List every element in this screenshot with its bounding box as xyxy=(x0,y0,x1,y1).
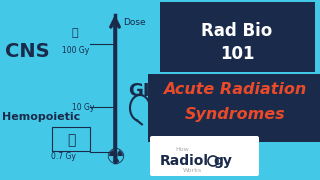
Text: ☢: ☢ xyxy=(105,148,125,168)
Text: Radiol: Radiol xyxy=(160,154,209,168)
Text: CNS: CNS xyxy=(5,42,50,61)
Text: 100 Gy: 100 Gy xyxy=(62,46,89,55)
FancyBboxPatch shape xyxy=(160,2,315,72)
Text: Rad Bio: Rad Bio xyxy=(201,22,273,40)
Text: 0.7 Gy: 0.7 Gy xyxy=(51,152,76,161)
Text: 🧠: 🧠 xyxy=(72,28,78,38)
Text: How: How xyxy=(175,147,189,152)
Text: Works: Works xyxy=(183,168,202,173)
FancyBboxPatch shape xyxy=(150,136,259,176)
Text: 10 Gy: 10 Gy xyxy=(72,103,94,112)
Text: Acute Radiation: Acute Radiation xyxy=(164,82,307,97)
Text: Dose: Dose xyxy=(123,18,146,27)
Text: gy: gy xyxy=(213,154,232,168)
FancyBboxPatch shape xyxy=(148,74,320,142)
Text: Hemopoietic: Hemopoietic xyxy=(2,112,80,122)
Text: 🦴: 🦴 xyxy=(67,133,75,147)
Text: GI: GI xyxy=(128,82,149,100)
Text: 101: 101 xyxy=(220,45,254,63)
Bar xyxy=(52,127,90,151)
Text: Syndromes: Syndromes xyxy=(185,107,285,122)
